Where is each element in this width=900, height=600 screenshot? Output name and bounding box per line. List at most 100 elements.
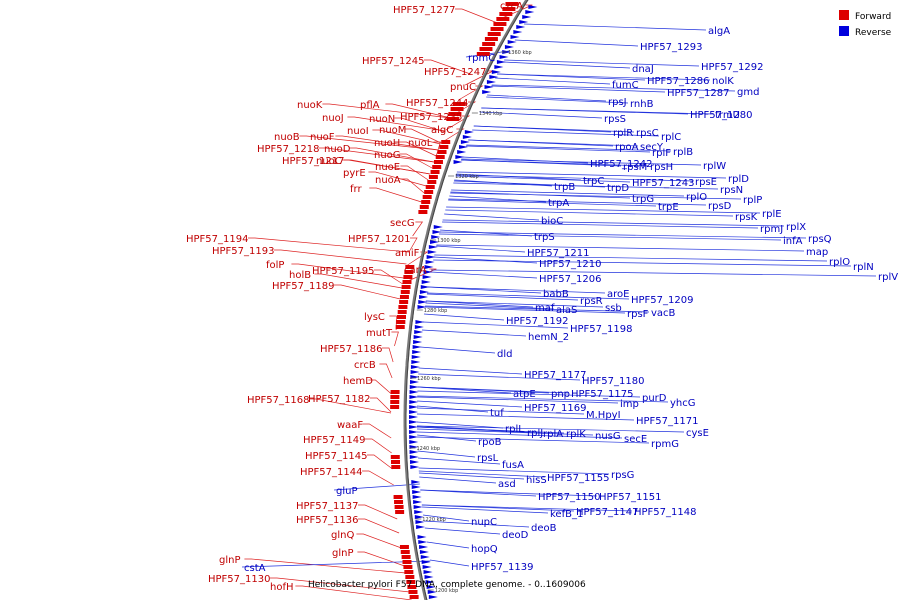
- reverse-gene-label-gmd[interactable]: gmd: [737, 87, 759, 98]
- reverse-gene-label-rplb[interactable]: rplB: [673, 147, 693, 158]
- forward-gene-label-nuoh[interactable]: nuoH: [374, 138, 400, 149]
- reverse-gene-label-hpf57-1209[interactable]: HPF57_1209: [631, 295, 693, 306]
- forward-gene-label-nuol[interactable]: nuoL: [408, 138, 433, 149]
- reverse-gene-label-rplc[interactable]: rplC: [661, 132, 681, 143]
- reverse-gene-label-rpmg[interactable]: rpmG: [651, 439, 679, 450]
- reverse-gene-label-bioc[interactable]: bioC: [541, 216, 563, 227]
- forward-gene-label-nuoj[interactable]: nuoJ: [322, 113, 344, 124]
- reverse-gene-label-csta[interactable]: cstA: [244, 563, 266, 574]
- reverse-gene-label-dnaj[interactable]: dnaJ: [632, 64, 654, 75]
- reverse-gene-label-hpf57-1211[interactable]: HPF57_1211: [527, 248, 589, 259]
- reverse-gene-label-rpsg[interactable]: rpsG: [611, 470, 634, 481]
- reverse-gene-label-rpsc[interactable]: rpsC: [636, 128, 659, 139]
- forward-gene-label-waaf[interactable]: waaF: [337, 420, 363, 431]
- reverse-gene-label-hpf57-1171[interactable]: HPF57_1171: [636, 416, 698, 427]
- reverse-gene-label-pnp[interactable]: pnp: [551, 389, 570, 400]
- reverse-gene-label-rpln[interactable]: rplN: [853, 262, 874, 273]
- forward-gene-label-nuon[interactable]: nuoN: [369, 114, 395, 125]
- reverse-gene-label-trpc[interactable]: trpC: [583, 176, 604, 187]
- forward-gene-label-glnp[interactable]: glnP: [219, 555, 241, 566]
- forward-gene-label-czca[interactable]: czcA: [500, 1, 523, 12]
- reverse-gene-label-maf[interactable]: maf: [535, 303, 555, 314]
- forward-gene-label-hpf57-1130[interactable]: HPF57_1130: [208, 574, 270, 585]
- reverse-gene-label-hpf57-1242[interactable]: HPF57_1242: [590, 159, 652, 170]
- forward-gene-label-hpf57-1277[interactable]: HPF57_1277: [393, 5, 455, 16]
- forward-gene-label-hpf57-1189[interactable]: HPF57_1189: [272, 281, 334, 292]
- forward-gene-label-hpf57-1194[interactable]: HPF57_1194: [186, 234, 248, 245]
- reverse-gene-label-hpf57-1292[interactable]: HPF57_1292: [701, 62, 763, 73]
- reverse-gene-label-hpf57-1286[interactable]: HPF57_1286: [647, 76, 709, 87]
- forward-gene-label-nuof[interactable]: nuoF: [310, 132, 335, 143]
- forward-gene-label-hpf57-1217[interactable]: HPF57_1217: [282, 156, 344, 167]
- forward-gene-label-algc[interactable]: algC: [431, 125, 453, 136]
- reverse-gene-label-aroe[interactable]: aroE: [607, 289, 629, 300]
- reverse-gene-label-hpf57-1198[interactable]: HPF57_1198: [570, 324, 632, 335]
- reverse-gene-label-infa[interactable]: infA: [783, 236, 803, 247]
- forward-gene-label-hpf57-1149[interactable]: HPF57_1149: [303, 435, 365, 446]
- forward-gene-label-amif[interactable]: amiF: [395, 248, 420, 259]
- reverse-gene-label-trpd[interactable]: trpD: [607, 183, 629, 194]
- reverse-gene-label-nusg[interactable]: nusG: [595, 431, 621, 442]
- reverse-gene-label-hpf57-1293[interactable]: HPF57_1293: [640, 42, 702, 53]
- forward-gene-label-hpf57-1168[interactable]: HPF57_1168: [247, 395, 309, 406]
- forward-gene-label-lysc[interactable]: lysC: [364, 312, 385, 323]
- reverse-gene-label-rplk[interactable]: rplK: [566, 429, 586, 440]
- reverse-gene-label-rpld[interactable]: rplD: [728, 174, 749, 185]
- forward-gene-label-nuoa[interactable]: nuoA: [375, 175, 401, 186]
- reverse-gene-label-fusa[interactable]: fusA: [502, 460, 524, 471]
- reverse-gene-label-m-hpyi[interactable]: M.HpyI: [586, 410, 621, 421]
- reverse-gene-label-rpsl[interactable]: rpsL: [477, 453, 499, 464]
- reverse-gene-label-rpsd[interactable]: rpsD: [708, 201, 732, 212]
- reverse-gene-label-secy[interactable]: secY: [640, 142, 664, 153]
- reverse-gene-label-rpsj[interactable]: rpsJ: [608, 97, 627, 108]
- forward-gene-label-hpf57-1245[interactable]: HPF57_1245: [362, 56, 424, 67]
- forward-gene-label-hpf57-1145[interactable]: HPF57_1145: [305, 451, 367, 462]
- reverse-gene-label-rpob[interactable]: rpoB: [478, 437, 502, 448]
- reverse-gene-label-rplo[interactable]: rplO: [829, 257, 850, 268]
- reverse-gene-label-purd[interactable]: purD: [642, 393, 667, 404]
- reverse-gene-label-rpsm[interactable]: rpsM: [623, 162, 647, 173]
- forward-gene-label-hpf57-1201[interactable]: HPF57_1201: [348, 234, 410, 245]
- reverse-gene-label-imp[interactable]: imp: [620, 399, 639, 410]
- reverse-gene-label-vacb[interactable]: vacB: [651, 308, 676, 319]
- reverse-gene-label-trpa[interactable]: trpA: [548, 198, 569, 209]
- forward-gene-label-mutt[interactable]: mutT: [366, 328, 393, 339]
- reverse-gene-label-trps[interactable]: trpS: [534, 232, 555, 243]
- forward-gene-label-glnq[interactable]: glnQ: [331, 530, 354, 541]
- forward-gene-label-cara[interactable]: carA: [404, 265, 427, 276]
- forward-gene-label-pnuc[interactable]: pnuC: [450, 82, 476, 93]
- reverse-gene-label-rpss[interactable]: rpsS: [604, 114, 626, 125]
- forward-gene-label-nuoc[interactable]: nuoC: [316, 156, 342, 167]
- forward-gene-label-frr[interactable]: frr: [350, 184, 362, 195]
- reverse-gene-label-hpf57-1150[interactable]: HPF57_1150: [538, 492, 600, 503]
- reverse-gene-label-hpf57-1155[interactable]: HPF57_1155: [547, 473, 609, 484]
- reverse-gene-label-hpf57-1280[interactable]: HPF57_1280: [690, 110, 752, 121]
- reverse-gene-label-map[interactable]: map: [806, 247, 828, 258]
- reverse-gene-label-rple[interactable]: rplE: [762, 209, 782, 220]
- forward-gene-label-nuoi[interactable]: nuoI: [347, 126, 369, 137]
- reverse-gene-label-hpf57-1243[interactable]: HPF57_1243: [632, 178, 694, 189]
- forward-gene-label-nuom[interactable]: nuoM: [379, 125, 406, 136]
- reverse-gene-label-hopq[interactable]: hopQ: [471, 544, 498, 555]
- reverse-gene-label-hpf57-1175[interactable]: HPF57_1175: [571, 389, 633, 400]
- reverse-gene-label-asd[interactable]: asd: [498, 479, 516, 490]
- forward-gene-label-hpf57-1193[interactable]: HPF57_1193: [212, 246, 274, 257]
- reverse-gene-label-rplv[interactable]: rplV: [878, 272, 898, 283]
- forward-gene-label-hemd[interactable]: hemD: [343, 376, 373, 387]
- forward-gene-label-hpf57-1136[interactable]: HPF57_1136: [296, 515, 358, 526]
- reverse-gene-label-trpg[interactable]: trpG: [632, 194, 654, 205]
- reverse-gene-label-hpf57-1169[interactable]: HPF57_1169: [524, 403, 586, 414]
- reverse-gene-label-rplp[interactable]: rplP: [743, 195, 762, 206]
- reverse-gene-label-glup[interactable]: gluP: [336, 486, 358, 497]
- reverse-gene-label-atpe[interactable]: atpE: [513, 389, 536, 400]
- reverse-gene-label-tuf[interactable]: tuf: [490, 408, 504, 419]
- reverse-gene-label-trmu[interactable]: trmU: [715, 110, 740, 121]
- reverse-gene-label-hpf57-1151[interactable]: HPF57_1151: [599, 492, 661, 503]
- reverse-gene-label-rpsf[interactable]: rpsF: [627, 309, 649, 320]
- forward-gene-label-hpf57-1182[interactable]: HPF57_1182: [308, 394, 370, 405]
- forward-gene-label-secg[interactable]: secG: [390, 218, 415, 229]
- reverse-gene-label-hpf57-1206[interactable]: HPF57_1206: [539, 274, 601, 285]
- reverse-gene-label-rpsk[interactable]: rpsK: [735, 212, 758, 223]
- reverse-gene-label-yhcg[interactable]: yhcG: [670, 398, 696, 409]
- forward-gene-label-glnp[interactable]: glnP: [332, 548, 354, 559]
